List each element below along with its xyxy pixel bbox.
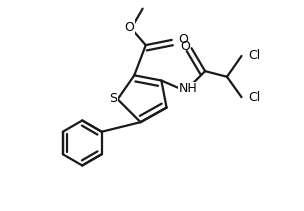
Text: O: O bbox=[178, 33, 188, 46]
Text: S: S bbox=[109, 92, 117, 105]
Text: O: O bbox=[180, 40, 190, 53]
Text: Cl: Cl bbox=[248, 49, 260, 62]
Text: Cl: Cl bbox=[248, 91, 260, 104]
Text: O: O bbox=[125, 21, 134, 34]
Text: NH: NH bbox=[179, 82, 198, 95]
